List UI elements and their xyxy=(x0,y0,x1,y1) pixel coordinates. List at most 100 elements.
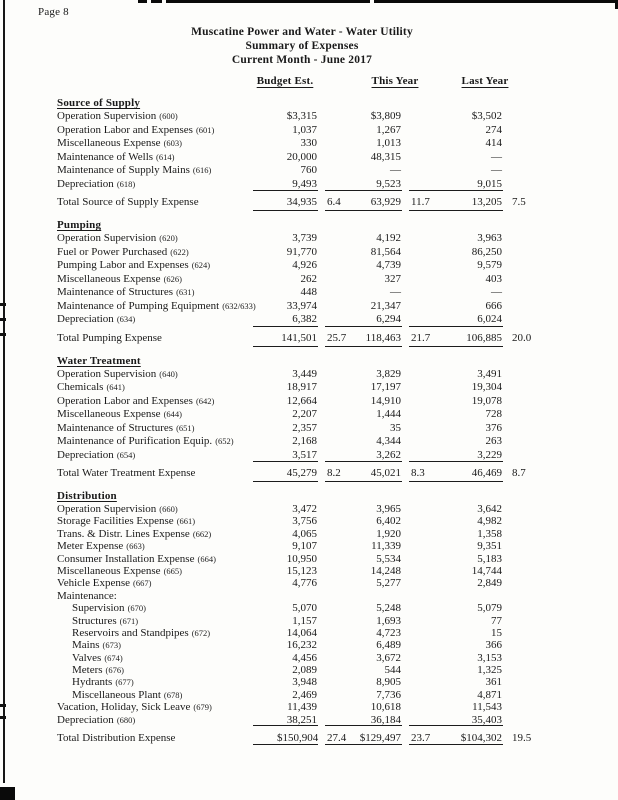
this-year-pct xyxy=(401,164,433,178)
budget-pct xyxy=(317,286,349,300)
account-number: (626) xyxy=(163,273,182,284)
last-year-pct xyxy=(502,515,536,527)
expense-row: Storage Facilities Expense (661) 3,756 6,40… xyxy=(57,515,618,527)
budget-pct xyxy=(317,689,349,701)
total-last-year-pct: 19.5 xyxy=(512,732,532,745)
document-page: Page 8 Muscatine Power and Water - Water… xyxy=(38,6,618,746)
this-year-amount: 3,965 xyxy=(376,503,401,515)
account-number: (600) xyxy=(159,111,178,121)
last-year-pct xyxy=(502,408,536,422)
last-year-pct xyxy=(502,110,536,124)
expense-row: Maintenance of Pumping Equipment (632/633… xyxy=(57,300,618,314)
total-last-year-pct: 8.7 xyxy=(512,467,526,479)
budget-pct xyxy=(317,164,349,178)
account-number: (640) xyxy=(159,368,178,379)
budget-pct xyxy=(317,137,349,151)
row-label: Vacation, Holiday, Sick Leave (679) xyxy=(57,701,277,713)
account-number: (632/633) xyxy=(222,300,256,311)
last-year-pct xyxy=(502,577,536,589)
scan-edge-left-tick xyxy=(0,318,6,321)
row-label-text: Miscellaneous Expense xyxy=(57,137,161,149)
total-budget-pct: 6.4 xyxy=(327,196,341,208)
last-year-amount: — xyxy=(491,286,502,298)
section-heading: Pumping xyxy=(57,219,102,231)
last-year-pct xyxy=(502,273,536,287)
expense-row: Miscellaneous Expense (603) 330 1,013 414 xyxy=(57,137,618,151)
last-year-pct xyxy=(502,300,536,314)
row-label: Valves (674) xyxy=(57,652,277,664)
scan-edge-left-tick xyxy=(0,333,6,336)
last-year-pct xyxy=(502,259,536,273)
budget-amount: 3,517 xyxy=(253,449,318,463)
account-number: (622) xyxy=(170,246,189,257)
this-year-amount: 5,534 xyxy=(376,552,401,565)
budget-pct xyxy=(317,124,349,138)
this-year-pct xyxy=(401,528,433,540)
budget-pct xyxy=(317,639,349,651)
row-label: Consumer Installation Expense (664) xyxy=(57,553,277,565)
budget-amount: 4,456 xyxy=(292,651,317,664)
account-number: (620) xyxy=(159,233,178,243)
row-label: Miscellaneous Expense (603) xyxy=(57,137,277,151)
this-year-amount: 1,920 xyxy=(376,527,401,540)
budget-amount: $3,315 xyxy=(286,110,317,122)
total-budget-pct: 27.4 xyxy=(327,732,347,745)
this-year-pct xyxy=(401,151,433,165)
expense-section: Source of Supply Operation Supervision (60… xyxy=(57,96,618,211)
this-year-amount: 14,248 xyxy=(370,564,401,577)
account-number: (672) xyxy=(191,627,211,638)
budget-amount: 2,168 xyxy=(292,435,317,447)
expense-row: Operation Labor and Expenses (601) 1,037 1,… xyxy=(57,124,618,138)
budget-amount: 3,948 xyxy=(292,676,317,689)
total-last-year-pct: 7.5 xyxy=(512,196,526,208)
row-label: Miscellaneous Expense (665) xyxy=(57,565,277,577)
last-year-amount: 9,351 xyxy=(477,540,502,553)
account-number: (631) xyxy=(176,287,195,297)
last-year-amount: 263 xyxy=(485,435,503,447)
expense-row: Supervision (670) 5,070 5,248 5,079 xyxy=(57,602,618,614)
expense-row: Operation Supervision (660) 3,472 3,965 3,64… xyxy=(57,503,618,515)
this-year-amount: 3,829 xyxy=(376,367,401,380)
row-label: Meter Expense (663) xyxy=(57,540,277,552)
this-year-pct xyxy=(401,676,433,688)
account-number: (678) xyxy=(163,689,183,700)
row-label: Depreciation (634) xyxy=(57,313,277,327)
budget-amount: 4,065 xyxy=(292,527,317,540)
this-year-pct xyxy=(401,577,433,589)
this-year-pct xyxy=(401,273,433,287)
budget-amount: 330 xyxy=(300,137,318,149)
this-year-amount: 8,905 xyxy=(376,676,401,689)
last-year-amount: 9,015 xyxy=(409,178,503,192)
scan-edge-left-tick xyxy=(0,704,6,707)
budget-pct xyxy=(317,449,349,463)
budget-pct xyxy=(317,395,349,409)
row-label: Depreciation (618) xyxy=(57,178,277,192)
row-label-text: Operation Supervision xyxy=(57,232,157,244)
row-label-text: Depreciation xyxy=(57,713,114,726)
budget-amount: 448 xyxy=(300,286,318,298)
budget-amount: 4,926 xyxy=(292,259,317,271)
column-header-last-year: Last Year xyxy=(461,75,509,87)
row-label-text: Miscellaneous Plant xyxy=(72,688,161,701)
this-year-pct xyxy=(401,602,433,614)
this-year-amount: 36,184 xyxy=(325,714,402,727)
this-year-pct xyxy=(401,627,433,639)
last-year-pct xyxy=(502,664,536,676)
row-label-text: Maintenance of Structures xyxy=(57,286,174,298)
budget-amount: 91,770 xyxy=(286,245,317,258)
budget-amount: 11,439 xyxy=(287,701,317,714)
row-label-text: Meter Expense xyxy=(57,540,124,553)
last-year-amount: 5,079 xyxy=(477,602,502,615)
budget-amount: 1,157 xyxy=(292,614,317,627)
budget-amount: 16,232 xyxy=(286,639,317,652)
row-label: Operation Supervision (660) xyxy=(57,503,277,515)
last-year-amount: 3,963 xyxy=(477,232,502,244)
last-year-pct xyxy=(502,602,536,614)
this-year-amount: 6,294 xyxy=(325,313,402,327)
last-year-pct xyxy=(502,164,536,178)
last-year-amount: 2,849 xyxy=(477,577,502,590)
total-this-year-amount: 45,021 xyxy=(325,466,402,482)
this-year-pct xyxy=(401,515,433,527)
expense-row: Fuel or Power Purchased (622) 91,770 81,564… xyxy=(57,246,618,260)
this-year-amount: 3,672 xyxy=(376,651,401,664)
